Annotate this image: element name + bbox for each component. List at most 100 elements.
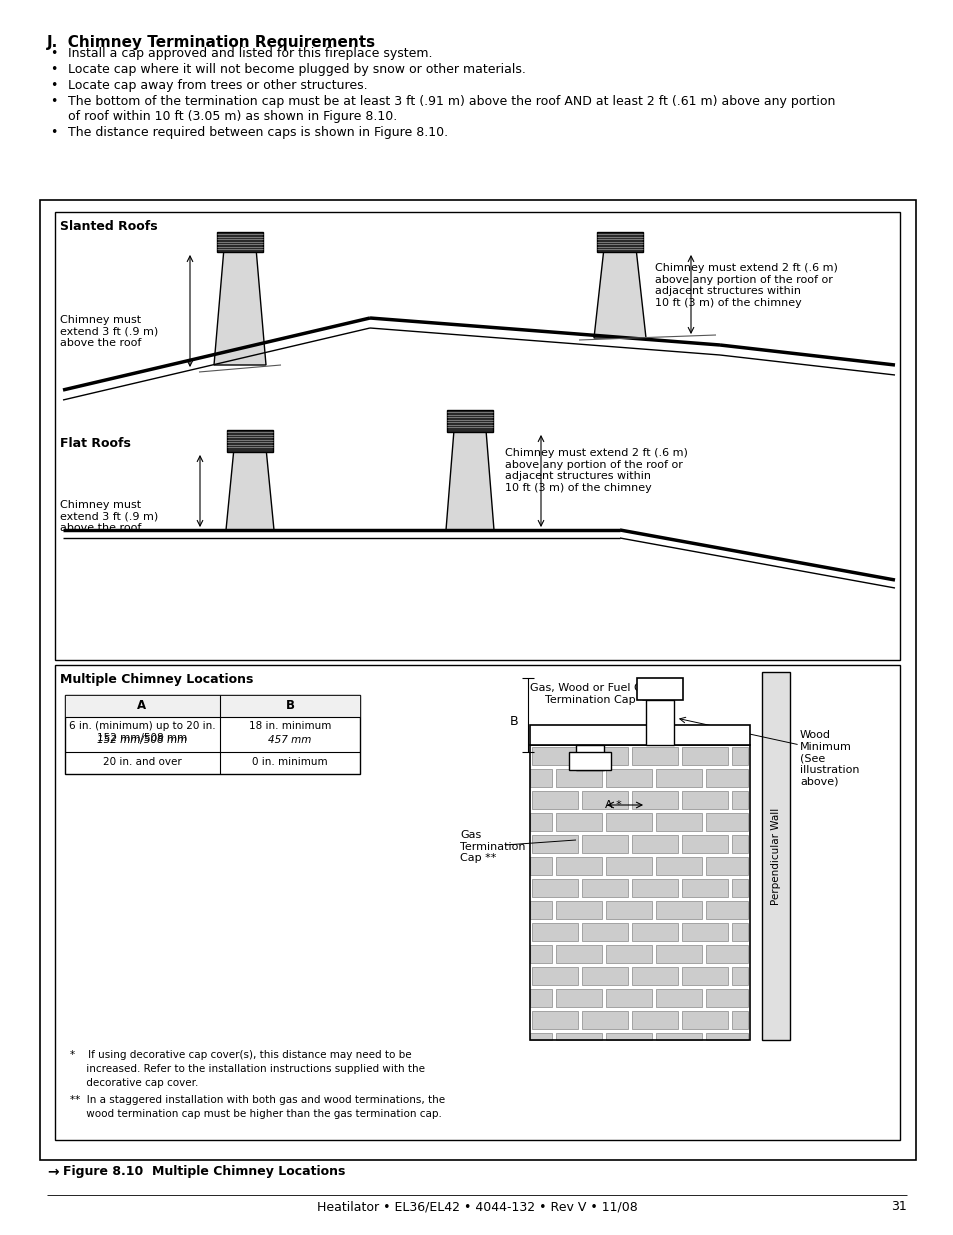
- Bar: [597, 232, 642, 252]
- Bar: [681, 1011, 727, 1029]
- Text: •: •: [50, 95, 57, 107]
- Bar: [55, 664, 899, 1140]
- Text: Gas, Wood or Fuel Oil
Termination Cap: Gas, Wood or Fuel Oil Termination Cap: [530, 683, 649, 705]
- Text: Chimney must
extend 3 ft (.9 m)
above the roof: Chimney must extend 3 ft (.9 m) above th…: [60, 315, 158, 348]
- Bar: [761, 672, 789, 1040]
- Bar: [631, 835, 678, 853]
- Bar: [605, 945, 651, 963]
- Bar: [581, 835, 627, 853]
- Text: •: •: [50, 63, 57, 77]
- Text: Chimney must extend 2 ft (.6 m)
above any portion of the roof or
adjacent struct: Chimney must extend 2 ft (.6 m) above an…: [655, 263, 837, 308]
- Text: Locate cap away from trees or other structures.: Locate cap away from trees or other stru…: [68, 79, 367, 91]
- Text: •: •: [50, 126, 57, 140]
- Bar: [731, 879, 747, 897]
- Bar: [731, 835, 747, 853]
- Text: *    If using decorative cap cover(s), this distance may need to be: * If using decorative cap cover(s), this…: [70, 1050, 411, 1060]
- Bar: [605, 813, 651, 831]
- Text: 0 in. minimum: 0 in. minimum: [252, 757, 328, 767]
- Text: The distance required between caps is shown in Figure 8.10.: The distance required between caps is sh…: [68, 126, 448, 140]
- Text: 18 in. minimum: 18 in. minimum: [249, 721, 331, 731]
- Bar: [731, 747, 747, 764]
- Text: **  In a staggered installation with both gas and wood terminations, the: ** In a staggered installation with both…: [70, 1095, 445, 1105]
- Bar: [605, 769, 651, 787]
- Bar: [631, 1011, 678, 1029]
- Bar: [581, 923, 627, 941]
- Text: →: →: [47, 1165, 58, 1179]
- Polygon shape: [594, 248, 645, 338]
- Bar: [530, 813, 552, 831]
- Bar: [656, 1032, 701, 1040]
- Text: Multiple Chimney Locations: Multiple Chimney Locations: [60, 673, 253, 685]
- Text: Slanted Roofs: Slanted Roofs: [60, 220, 157, 233]
- Text: J.  Chimney Termination Requirements: J. Chimney Termination Requirements: [47, 35, 375, 49]
- Bar: [645, 700, 673, 745]
- Bar: [447, 410, 493, 432]
- Bar: [731, 967, 747, 986]
- Bar: [216, 232, 263, 252]
- Text: Chimney must extend 2 ft (.6 m)
above any portion of the roof or
adjacent struct: Chimney must extend 2 ft (.6 m) above an…: [504, 448, 687, 493]
- Bar: [581, 1011, 627, 1029]
- Text: wood termination cap must be higher than the gas termination cap.: wood termination cap must be higher than…: [70, 1109, 441, 1119]
- Bar: [705, 813, 747, 831]
- Bar: [530, 945, 552, 963]
- Bar: [530, 902, 552, 919]
- Text: Perpendicular Wall: Perpendicular Wall: [770, 808, 781, 904]
- Polygon shape: [213, 248, 266, 366]
- Bar: [581, 790, 627, 809]
- Bar: [631, 967, 678, 986]
- Bar: [532, 747, 578, 764]
- Bar: [581, 747, 627, 764]
- Bar: [581, 879, 627, 897]
- Bar: [556, 1032, 601, 1040]
- Bar: [605, 1032, 651, 1040]
- Bar: [530, 745, 749, 1040]
- Text: Install a cap approved and listed for this fireplace system.: Install a cap approved and listed for th…: [68, 47, 432, 61]
- Bar: [65, 695, 359, 718]
- Bar: [530, 725, 749, 745]
- Bar: [705, 902, 747, 919]
- Text: of roof within 10 ft (3.05 m) as shown in Figure 8.10.: of roof within 10 ft (3.05 m) as shown i…: [68, 110, 396, 124]
- Bar: [681, 835, 727, 853]
- Bar: [631, 923, 678, 941]
- Bar: [656, 769, 701, 787]
- Bar: [705, 857, 747, 876]
- Bar: [656, 945, 701, 963]
- Bar: [556, 813, 601, 831]
- Bar: [556, 989, 601, 1007]
- Bar: [532, 1011, 578, 1029]
- Bar: [530, 989, 552, 1007]
- Bar: [532, 923, 578, 941]
- Bar: [656, 902, 701, 919]
- Bar: [568, 752, 610, 769]
- Bar: [605, 902, 651, 919]
- Bar: [731, 923, 747, 941]
- Text: Gas
Termination
Cap **: Gas Termination Cap **: [459, 830, 525, 863]
- Bar: [705, 945, 747, 963]
- Bar: [631, 790, 678, 809]
- Bar: [656, 989, 701, 1007]
- Bar: [530, 857, 552, 876]
- Bar: [532, 835, 578, 853]
- Text: increased. Refer to the installation instructions supplied with the: increased. Refer to the installation ins…: [70, 1065, 424, 1074]
- Text: 6 in. (minimum) up to 20 in.
152 mm/508 mm: 6 in. (minimum) up to 20 in. 152 mm/508 …: [69, 721, 215, 742]
- Bar: [631, 747, 678, 764]
- Text: 152 mm/508 mm: 152 mm/508 mm: [97, 735, 187, 745]
- Bar: [681, 747, 727, 764]
- Bar: [705, 1032, 747, 1040]
- Bar: [40, 200, 915, 1160]
- Text: A *: A *: [604, 800, 621, 810]
- Bar: [731, 1011, 747, 1029]
- Bar: [65, 695, 359, 774]
- Bar: [532, 967, 578, 986]
- Bar: [532, 790, 578, 809]
- Text: •: •: [50, 47, 57, 61]
- Bar: [681, 923, 727, 941]
- Bar: [681, 967, 727, 986]
- Text: A: A: [137, 699, 147, 713]
- Text: Flat Roofs: Flat Roofs: [60, 437, 131, 450]
- Bar: [637, 678, 682, 700]
- Bar: [681, 879, 727, 897]
- Polygon shape: [226, 448, 274, 530]
- Polygon shape: [446, 430, 494, 530]
- Bar: [631, 879, 678, 897]
